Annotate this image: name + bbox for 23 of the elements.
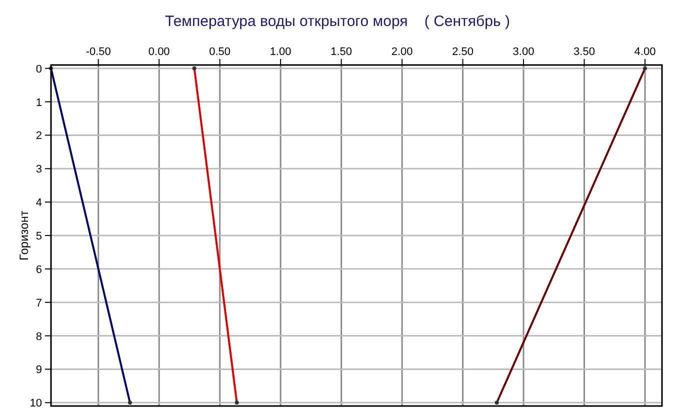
y-tick-label: 7: [36, 297, 42, 310]
x-tick-label: 3.00: [512, 46, 534, 58]
y-tick-label: 9: [36, 364, 42, 376]
x-tick-label: 1.50: [330, 46, 352, 58]
y-tick-label: 4: [36, 197, 42, 210]
x-tick-label: 2.00: [391, 46, 413, 58]
x-tick-label: -0.50: [86, 46, 111, 58]
y-tick-label: 3: [36, 164, 42, 176]
y-tick-label: 0: [36, 63, 42, 76]
y-tick-label: 2: [36, 130, 42, 142]
x-tick-label: 0.00: [148, 46, 170, 58]
x-tick-label: 3.50: [574, 46, 595, 58]
y-tick-label: 6: [36, 264, 42, 276]
x-tick-label: 1.00: [270, 46, 292, 58]
chart-title: Температура воды открытого моря ( Сентябрь ): [165, 13, 510, 30]
y-tick-label: 1: [36, 96, 42, 109]
x-tick-label: 4.00: [634, 46, 656, 58]
y-tick-label: 10: [30, 398, 42, 410]
y-tick-label: 8: [36, 330, 42, 343]
y-axis-title: Горизонт: [17, 210, 31, 260]
x-tick-label: 0.50: [209, 46, 231, 58]
x-tick-label: 2.50: [452, 46, 474, 58]
y-tick-label: 5: [36, 230, 42, 242]
